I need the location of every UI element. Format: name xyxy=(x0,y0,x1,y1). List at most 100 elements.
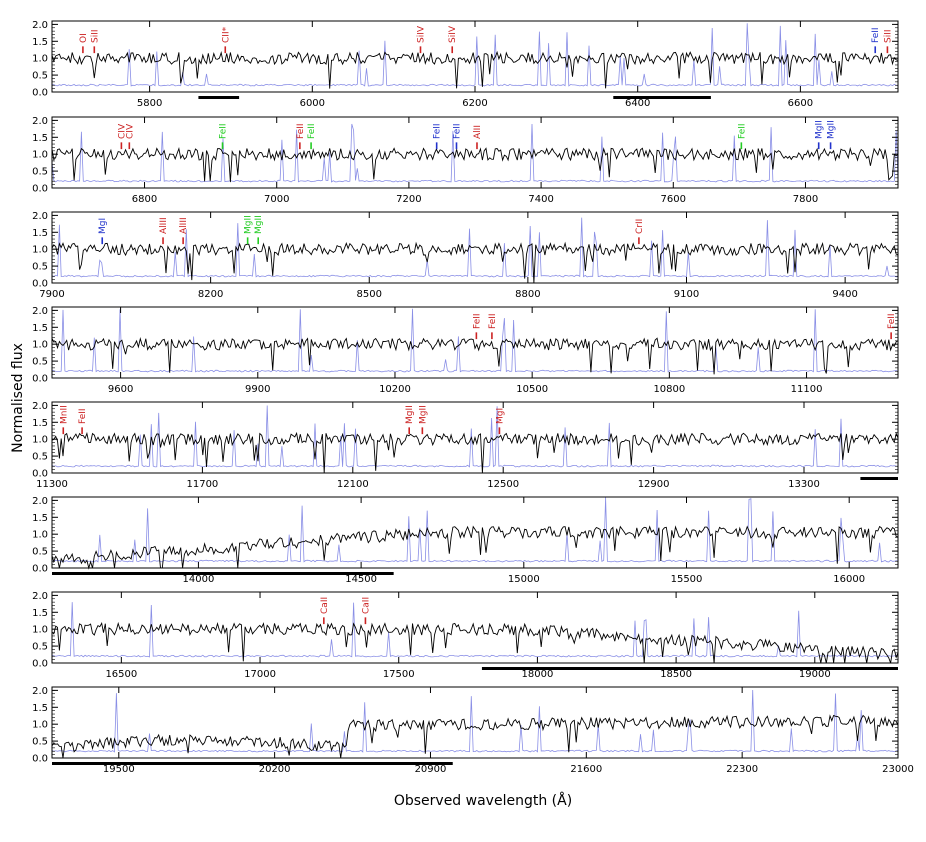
x-tick-label: 12900 xyxy=(638,479,670,490)
y-tick-label: 0.5 xyxy=(32,642,48,653)
panel-4: 0.0 0.5 1.0 1.5 2.0 9600 9900 10200 10500 10800 11… xyxy=(32,306,899,395)
panel-3: 0.0 0.5 1.0 1.5 2.0 7900 8200 8500 8800 9100 9400 M… xyxy=(32,211,899,300)
object-spectrum-4 xyxy=(51,337,899,375)
line-label-feii: FeII xyxy=(78,408,88,424)
line-label-siiv: SiIV xyxy=(448,25,458,43)
y-tick-label: 1.5 xyxy=(32,703,48,714)
y-tick-label: 1.0 xyxy=(32,720,48,731)
panel-8: 0.0 0.5 1.0 1.5 2.0 19500 20200 20900 21600 22300… xyxy=(32,686,914,775)
y-tick-label: 1.0 xyxy=(32,150,48,161)
line-label-feii: FeII xyxy=(472,313,482,329)
x-tick-label: 23000 xyxy=(882,764,914,775)
object-spectrum-7 xyxy=(51,621,899,664)
y-tick-label: 0.5 xyxy=(32,452,48,463)
line-label-feii: FeII xyxy=(433,123,443,139)
sky-spectrum-2 xyxy=(51,123,899,183)
sky-spectrum-4 xyxy=(51,308,899,373)
line-label-aliii: AlIII xyxy=(159,217,169,234)
y-tick-label: 0.0 xyxy=(32,659,48,670)
x-tick-label: 7600 xyxy=(661,194,686,205)
panel-6: 0.0 0.5 1.0 1.5 2.0 14000 14500 15000 15500 16000 xyxy=(32,496,899,585)
y-tick-label: 1.0 xyxy=(32,245,48,256)
line-label-feii: FeII xyxy=(737,123,747,139)
panel-5: 0.0 0.5 1.0 1.5 2.0 11300 11700 12100 12500 12900… xyxy=(32,401,899,490)
x-tick-label: 22300 xyxy=(726,764,758,775)
x-tick-label: 9400 xyxy=(832,289,857,300)
telluric-band-1-1 xyxy=(198,96,240,99)
sky-spectrum-7 xyxy=(51,602,899,658)
object-spectrum-6 xyxy=(51,525,899,570)
x-tick-label: 13300 xyxy=(788,479,820,490)
x-tick-label: 18500 xyxy=(660,669,692,680)
line-label-mgii: MgII xyxy=(254,215,264,234)
y-tick-label: 1.5 xyxy=(32,513,48,524)
telluric-band-6-1 xyxy=(52,572,394,575)
line-label-mgii: MgII xyxy=(244,215,254,234)
y-tick-label: 0.5 xyxy=(32,737,48,748)
sky-spectrum-1 xyxy=(51,23,898,87)
y-tick-label: 1.5 xyxy=(32,37,48,48)
x-tick-label: 21600 xyxy=(570,764,602,775)
telluric-band-7-1 xyxy=(481,667,898,670)
y-tick-label: 0.0 xyxy=(32,88,48,99)
x-tick-label: 7800 xyxy=(793,194,818,205)
line-label-cii*: CII* xyxy=(221,26,231,43)
line-label-feii: FeII xyxy=(871,27,881,43)
sky-spectrum-8 xyxy=(51,689,899,753)
telluric-band-1-2 xyxy=(613,96,711,99)
y-tick-label: 0.0 xyxy=(32,754,48,765)
telluric-band-8-1 xyxy=(52,762,453,765)
y-tick-label: 1.5 xyxy=(32,228,48,239)
x-tick-label: 6400 xyxy=(625,98,650,109)
line-label-caii: CaII xyxy=(361,597,371,614)
sky-spectrum-3 xyxy=(51,217,899,278)
line-label-mgii: MgII xyxy=(405,405,415,424)
x-tick-label: 7000 xyxy=(264,194,289,205)
line-label-oi: OI xyxy=(79,33,89,43)
y-tick-label: 1.5 xyxy=(32,133,48,144)
x-axis-title: Observed wavelength (Å) xyxy=(394,792,572,809)
panel-frame-6 xyxy=(51,496,899,569)
x-tick-label: 12100 xyxy=(337,479,369,490)
x-tick-label: 10800 xyxy=(653,384,685,395)
y-tick-label: 1.0 xyxy=(32,625,48,636)
line-label-aliii: AlIII xyxy=(179,217,189,234)
panel-frame-8 xyxy=(51,686,899,759)
y-tick-label: 0.5 xyxy=(32,71,48,82)
object-spectrum-8 xyxy=(51,714,899,759)
sky-spectrum-6 xyxy=(51,497,899,563)
line-label-civ: CIV xyxy=(117,123,127,139)
line-label-siii: SiII xyxy=(90,29,100,43)
line-label-mgii: MgII xyxy=(418,405,428,424)
sky-spectrum-5 xyxy=(51,405,899,468)
line-label-caii: CaII xyxy=(320,597,330,614)
y-tick-label: 2.0 xyxy=(32,20,48,31)
y-tick-label: 0.0 xyxy=(32,184,48,195)
panel-frame-2 xyxy=(51,116,899,189)
x-tick-label: 14500 xyxy=(345,574,377,585)
x-tick-label: 8200 xyxy=(198,289,223,300)
y-tick-label: 1.0 xyxy=(32,54,48,65)
panel-frame-4 xyxy=(51,306,899,379)
panel-2: 0.0 0.5 1.0 1.5 2.0 6800 7000 7200 7400 7600 7800 C… xyxy=(32,116,899,205)
y-tick-label: 0.0 xyxy=(32,564,48,575)
object-spectrum-2 xyxy=(51,146,899,183)
x-tick-label: 20900 xyxy=(415,764,447,775)
line-label-siiv: SiIV xyxy=(416,25,426,43)
line-label-mgii: MgII xyxy=(815,120,825,139)
y-tick-label: 1.0 xyxy=(32,530,48,541)
x-tick-label: 7200 xyxy=(396,194,421,205)
y-axis-title: Normalised flux xyxy=(10,343,26,453)
line-label-mgi: MgI xyxy=(98,218,108,234)
line-label-mgi: MgI xyxy=(495,408,505,424)
x-tick-label: 16000 xyxy=(833,574,865,585)
y-tick-label: 2.0 xyxy=(32,496,48,507)
x-tick-label: 12500 xyxy=(487,479,519,490)
object-spectrum-3 xyxy=(51,241,899,284)
x-tick-label: 6800 xyxy=(132,194,157,205)
x-tick-label: 11700 xyxy=(186,479,218,490)
y-tick-label: 0.5 xyxy=(32,167,48,178)
